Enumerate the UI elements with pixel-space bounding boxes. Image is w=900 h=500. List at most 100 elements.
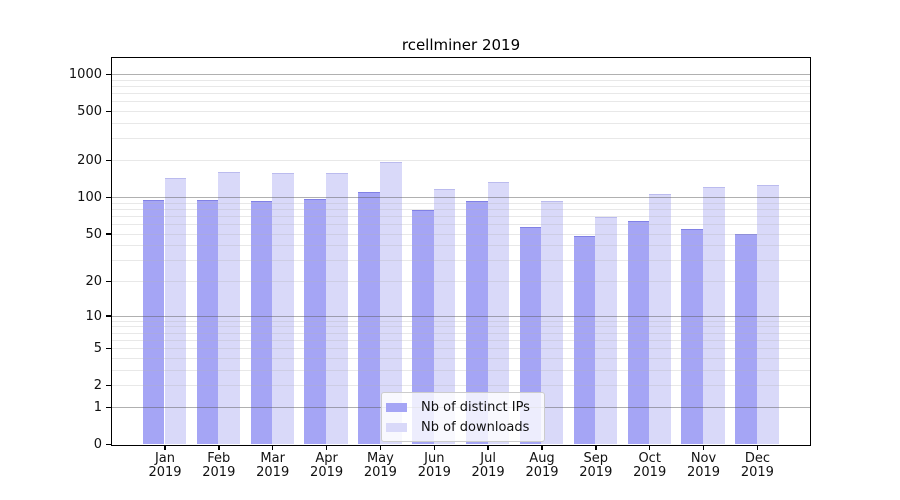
minor-gridline (112, 208, 810, 210)
y-tick-label: 100 (77, 189, 102, 205)
bar-distinct-ips-11 (681, 229, 703, 444)
bar-distinct-ips-7 (465, 201, 488, 444)
x-tick (164, 444, 166, 450)
x-tick-label: Dec 2019 (740, 450, 774, 480)
bar-distinct-ips-9 (573, 235, 596, 444)
y-tick (106, 159, 112, 162)
bar-distinct-ips-2 (196, 200, 219, 444)
x-tick-label: Sep 2019 (579, 450, 613, 480)
x-tick (702, 444, 705, 450)
bar-distinct-ips-1 (142, 199, 165, 444)
y-tick-label: 2 (93, 378, 102, 394)
x-tick (325, 444, 328, 450)
minor-gridline (112, 111, 810, 113)
minor-gridline (112, 202, 810, 204)
bar-distinct-ips-4 (304, 199, 327, 444)
minor-gridline (112, 332, 810, 334)
x-tick (433, 444, 435, 450)
x-tick-label: Oct 2019 (633, 450, 667, 480)
x-tick (218, 444, 220, 450)
minor-gridline (112, 223, 810, 225)
y-tick-label: 5 (93, 341, 102, 357)
x-tick-label: Jan 2019 (148, 450, 182, 480)
legend-swatch-distinct-ips (386, 402, 407, 412)
legend-entry-downloads: Nb of downloads (386, 417, 538, 437)
y-tick-label: 10 (85, 308, 102, 324)
bar-downloads-9 (595, 216, 617, 444)
minor-gridline (112, 260, 810, 262)
bar-downloads-7 (487, 181, 510, 444)
x-tick-label: Jun 2019 (417, 450, 451, 480)
y-tick-label: 20 (85, 274, 102, 289)
x-tick-label: Mar 2019 (256, 450, 290, 480)
x-tick (595, 444, 597, 450)
bar-downloads-1 (164, 178, 187, 444)
legend-label-distinct-ips: Nb of distinct IPs (421, 399, 530, 415)
minor-gridline (112, 101, 810, 103)
grid-layer (112, 58, 810, 445)
x-tick (648, 444, 651, 450)
legend-swatch-downloads (386, 422, 407, 432)
x-tick (271, 444, 274, 450)
y-tick-label: 0 (93, 437, 102, 452)
legend-label-downloads: Nb of downloads (421, 419, 530, 435)
y-tick-label: 200 (77, 153, 102, 168)
minor-gridline (112, 93, 810, 95)
x-tick-label: Apr 2019 (310, 450, 344, 480)
x-tick (487, 444, 489, 450)
minor-gridline (112, 123, 810, 124)
y-tick (106, 384, 112, 387)
y-tick (106, 110, 112, 113)
minor-gridline (112, 369, 810, 371)
y-tick-label: 1 (93, 399, 102, 415)
y-tick-label: 1000 (68, 67, 102, 82)
chart-title: rcellminer 2019 (401, 36, 521, 54)
legend-entry-distinct-ips: Nb of distinct IPs (386, 397, 538, 417)
minor-gridline (112, 233, 810, 235)
bar-downloads-4 (326, 172, 348, 444)
minor-gridline (112, 79, 810, 81)
bar-downloads-8 (541, 200, 564, 444)
minor-gridline (112, 281, 810, 282)
y-tick (106, 233, 112, 235)
major-gridline (112, 74, 810, 75)
bar-downloads-3 (272, 173, 294, 444)
y-tick (106, 347, 112, 350)
x-tick-label: Jul 2019 (471, 450, 505, 480)
x-tick (541, 444, 543, 450)
bar-downloads-5 (379, 162, 402, 444)
minor-gridline (112, 339, 810, 341)
minor-gridline (112, 86, 810, 87)
y-tick-label: 500 (77, 104, 102, 120)
y-tick (106, 280, 112, 283)
minor-gridline (112, 348, 810, 350)
major-gridline (112, 315, 810, 317)
minor-gridline (112, 245, 810, 247)
y-tick (106, 315, 112, 317)
bar-distinct-ips-8 (519, 226, 542, 444)
plot-area (111, 57, 811, 446)
y-tick (106, 443, 112, 446)
minor-gridline (112, 326, 810, 328)
bar-distinct-ips-6 (412, 210, 434, 444)
legend: Nb of distinct IPs Nb of downloads (381, 392, 545, 442)
y-tick (106, 406, 112, 409)
x-tick (756, 444, 759, 450)
minor-gridline (112, 357, 810, 359)
bar-downloads-12 (756, 185, 779, 444)
bar-downloads-6 (433, 189, 456, 444)
bar-distinct-ips-5 (358, 192, 380, 444)
bar-downloads-10 (649, 194, 671, 444)
y-tick (106, 73, 112, 76)
x-tick-label: Aug 2019 (525, 450, 559, 480)
x-tick-label: May 2019 (363, 450, 397, 480)
bars-layer (112, 58, 810, 445)
bar-downloads-2 (218, 171, 240, 444)
bar-distinct-ips-12 (735, 233, 757, 444)
x-tick-label: Feb 2019 (202, 450, 236, 480)
minor-gridline (112, 160, 810, 161)
minor-gridline (112, 385, 810, 387)
bar-downloads-11 (703, 187, 725, 444)
bar-distinct-ips-10 (627, 220, 650, 444)
